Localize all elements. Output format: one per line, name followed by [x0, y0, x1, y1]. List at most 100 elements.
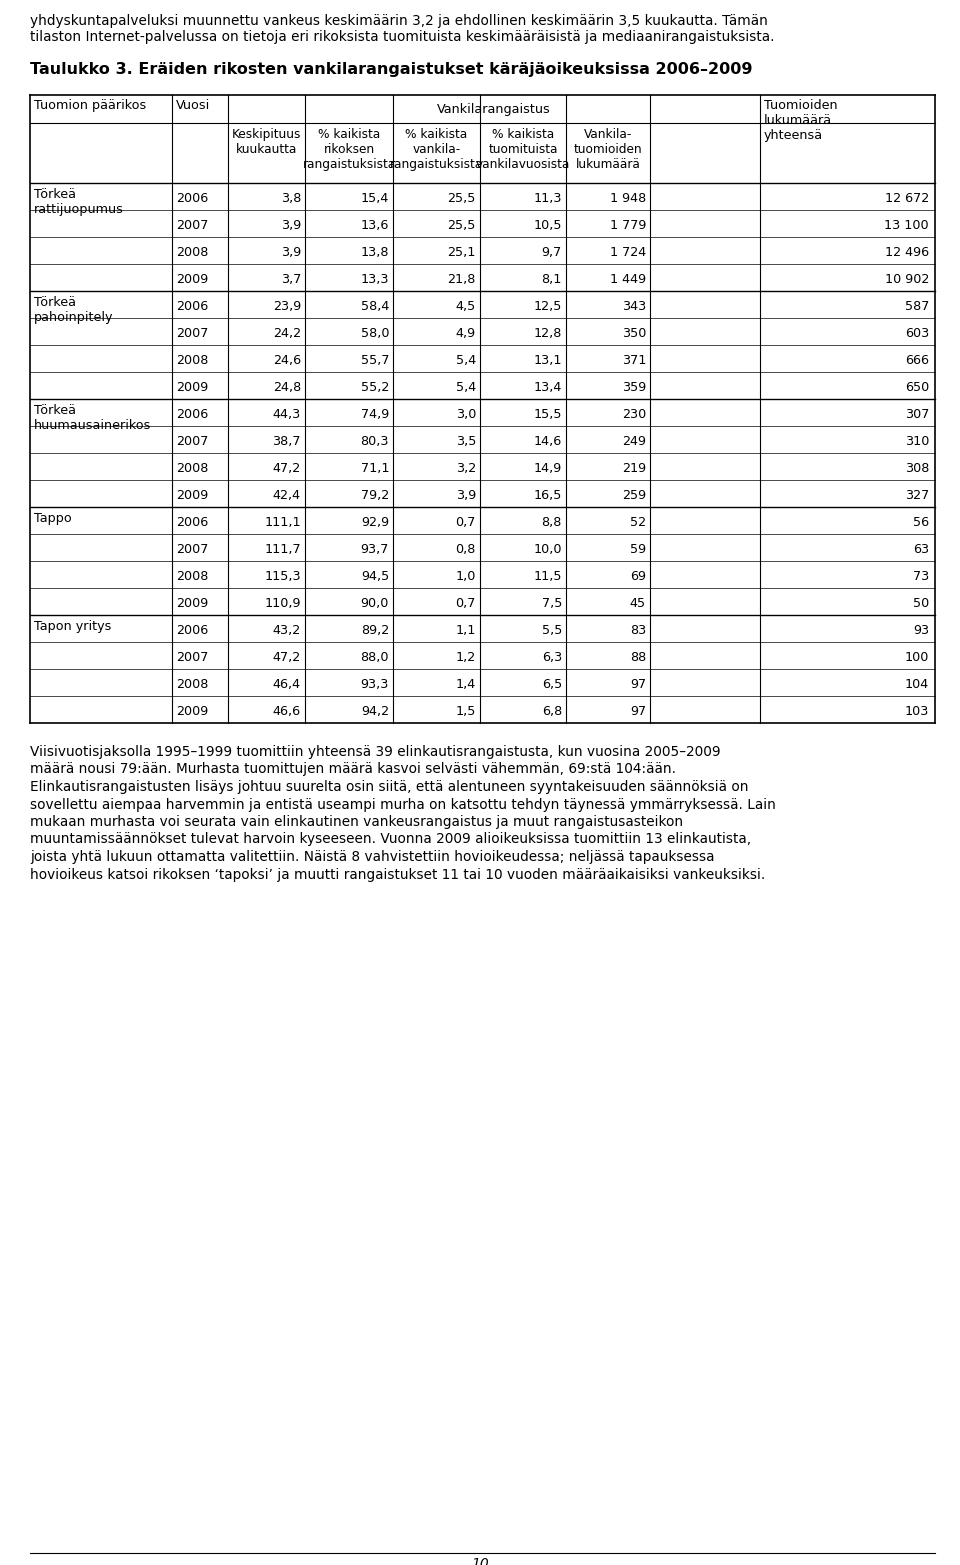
Text: 55,2: 55,2	[361, 380, 389, 394]
Text: 74,9: 74,9	[361, 408, 389, 421]
Text: 2008: 2008	[176, 462, 208, 476]
Text: 1 724: 1 724	[610, 246, 646, 258]
Text: 69: 69	[630, 570, 646, 584]
Text: 666: 666	[905, 354, 929, 368]
Text: 2008: 2008	[176, 246, 208, 258]
Text: 13,4: 13,4	[534, 380, 562, 394]
Text: 14,9: 14,9	[534, 462, 562, 476]
Text: Tapon yritys: Tapon yritys	[34, 620, 111, 632]
Text: sovellettu aiempaa harvemmin ja entistä useampi murha on katsottu tehdyn täyness: sovellettu aiempaa harvemmin ja entistä …	[30, 798, 776, 812]
Text: 43,2: 43,2	[273, 624, 301, 637]
Text: Törkeä
rattijuopumus: Törkeä rattijuopumus	[34, 188, 124, 216]
Text: 1,2: 1,2	[456, 651, 476, 664]
Text: 2009: 2009	[176, 488, 208, 502]
Text: 100: 100	[904, 651, 929, 664]
Text: 6,5: 6,5	[541, 678, 562, 692]
Text: 2006: 2006	[176, 408, 208, 421]
Text: 94,2: 94,2	[361, 704, 389, 718]
Text: Tuomion päärikos: Tuomion päärikos	[34, 99, 146, 113]
Text: 13,3: 13,3	[361, 272, 389, 286]
Text: 16,5: 16,5	[534, 488, 562, 502]
Text: 6,8: 6,8	[541, 704, 562, 718]
Text: Viisivuotisjaksolla 1995–1999 tuomittiin yhteensä 39 elinkautisrangaistusta, kun: Viisivuotisjaksolla 1995–1999 tuomittiin…	[30, 745, 721, 759]
Text: 10: 10	[471, 1557, 489, 1565]
Text: 25,5: 25,5	[447, 192, 476, 205]
Text: 5,4: 5,4	[456, 380, 476, 394]
Text: Vankilarangaistus: Vankilarangaistus	[437, 103, 551, 116]
Text: 8,8: 8,8	[541, 516, 562, 529]
Text: 13,1: 13,1	[534, 354, 562, 368]
Text: 7,5: 7,5	[541, 596, 562, 610]
Text: 83: 83	[630, 624, 646, 637]
Text: yhdyskuntapalveluksi muunnettu vankeus keskimäärin 3,2 ja ehdollinen keskimäärin: yhdyskuntapalveluksi muunnettu vankeus k…	[30, 14, 768, 28]
Text: 13,8: 13,8	[361, 246, 389, 258]
Text: 5,4: 5,4	[456, 354, 476, 368]
Text: % kaikista
rikoksen
rangaistuksista: % kaikista rikoksen rangaistuksista	[302, 128, 396, 171]
Text: 359: 359	[622, 380, 646, 394]
Text: 111,7: 111,7	[264, 543, 301, 556]
Text: 47,2: 47,2	[273, 651, 301, 664]
Text: 45: 45	[630, 596, 646, 610]
Text: 2006: 2006	[176, 624, 208, 637]
Text: 1,5: 1,5	[456, 704, 476, 718]
Text: 4,9: 4,9	[456, 327, 476, 340]
Text: 327: 327	[904, 488, 929, 502]
Text: 308: 308	[904, 462, 929, 476]
Text: 15,5: 15,5	[534, 408, 562, 421]
Text: 650: 650	[904, 380, 929, 394]
Text: 71,1: 71,1	[361, 462, 389, 476]
Text: 89,2: 89,2	[361, 624, 389, 637]
Text: 2008: 2008	[176, 570, 208, 584]
Text: 42,4: 42,4	[273, 488, 301, 502]
Text: 0,7: 0,7	[456, 596, 476, 610]
Text: 2006: 2006	[176, 192, 208, 205]
Text: joista yhtä lukuun ottamatta valitettiin. Näistä 8 vahvistettiin hovioikeudessa;: joista yhtä lukuun ottamatta valitettiin…	[30, 850, 714, 864]
Text: 111,1: 111,1	[264, 516, 301, 529]
Text: 3,9: 3,9	[456, 488, 476, 502]
Text: 15,4: 15,4	[361, 192, 389, 205]
Text: 2006: 2006	[176, 300, 208, 313]
Text: 587: 587	[904, 300, 929, 313]
Text: 25,5: 25,5	[447, 219, 476, 232]
Text: 2006: 2006	[176, 516, 208, 529]
Text: 63: 63	[913, 543, 929, 556]
Text: 2009: 2009	[176, 272, 208, 286]
Text: 12 496: 12 496	[885, 246, 929, 258]
Text: 38,7: 38,7	[273, 435, 301, 448]
Text: 307: 307	[904, 408, 929, 421]
Text: 3,2: 3,2	[456, 462, 476, 476]
Text: 50: 50	[913, 596, 929, 610]
Text: 58,0: 58,0	[361, 327, 389, 340]
Text: 88,0: 88,0	[361, 651, 389, 664]
Text: 350: 350	[622, 327, 646, 340]
Text: 11,3: 11,3	[534, 192, 562, 205]
Text: 46,6: 46,6	[273, 704, 301, 718]
Text: 2007: 2007	[176, 327, 208, 340]
Text: 10,0: 10,0	[534, 543, 562, 556]
Text: 259: 259	[622, 488, 646, 502]
Text: 3,0: 3,0	[456, 408, 476, 421]
Text: 5,5: 5,5	[541, 624, 562, 637]
Text: Tappo: Tappo	[34, 512, 72, 524]
Text: 46,4: 46,4	[273, 678, 301, 692]
Text: 3,5: 3,5	[456, 435, 476, 448]
Text: 3,9: 3,9	[280, 246, 301, 258]
Text: 56: 56	[913, 516, 929, 529]
Text: tilaston Internet-palvelussa on tietoja eri rikoksista tuomituista keskimääräisi: tilaston Internet-palvelussa on tietoja …	[30, 30, 775, 44]
Text: 603: 603	[904, 327, 929, 340]
Text: 55,7: 55,7	[361, 354, 389, 368]
Text: 13 100: 13 100	[884, 219, 929, 232]
Text: 24,2: 24,2	[273, 327, 301, 340]
Text: % kaikista
vankila-
rangaistuksista: % kaikista vankila- rangaistuksista	[390, 128, 483, 171]
Text: 0,8: 0,8	[456, 543, 476, 556]
Text: muuntamissäännökset tulevat harvoin kyseeseen. Vuonna 2009 alioikeuksissa tuomit: muuntamissäännökset tulevat harvoin kyse…	[30, 833, 751, 847]
Text: 10,5: 10,5	[534, 219, 562, 232]
Text: 1,4: 1,4	[456, 678, 476, 692]
Text: 230: 230	[622, 408, 646, 421]
Text: 14,6: 14,6	[534, 435, 562, 448]
Text: 8,1: 8,1	[541, 272, 562, 286]
Text: 1,0: 1,0	[456, 570, 476, 584]
Text: Elinkautisrangaistusten lisäys johtuu suurelta osin siitä, että alentuneen syynt: Elinkautisrangaistusten lisäys johtuu su…	[30, 779, 749, 793]
Text: Törkeä
pahoinpitely: Törkeä pahoinpitely	[34, 296, 113, 324]
Text: 1 449: 1 449	[610, 272, 646, 286]
